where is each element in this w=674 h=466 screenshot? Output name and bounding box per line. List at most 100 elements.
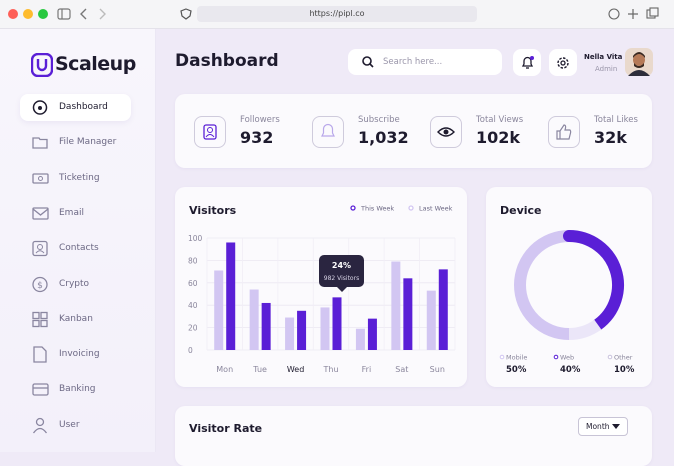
- menu-label: Contacts: [59, 243, 99, 254]
- legend-marker: [350, 205, 356, 211]
- bar: [403, 278, 413, 350]
- period-dropdown[interactable]: Month: [578, 417, 628, 436]
- tooltip-text: 982 Visitors: [324, 275, 359, 282]
- menu-icon: [32, 100, 48, 115]
- stat-label: Total Views: [476, 115, 524, 125]
- value-label: 40%: [560, 365, 581, 375]
- menu-icon: [33, 346, 47, 363]
- menu-item[interactable]: Ticketing: [20, 165, 131, 192]
- url: https://pipl.co: [309, 9, 365, 18]
- menu-label: Email: [59, 207, 84, 218]
- x-tick-label: Tue: [252, 365, 267, 374]
- avatar[interactable]: [625, 48, 653, 76]
- bar: [214, 270, 224, 350]
- x-tick-label: Fri: [362, 365, 372, 374]
- y-tick-label: 100: [188, 234, 203, 243]
- y-tick-label: 80: [188, 256, 198, 265]
- menu-label: File Manager: [59, 137, 117, 148]
- brand-name: Scaleup: [55, 53, 136, 75]
- bar: [391, 261, 401, 350]
- menu-item[interactable]: Dashboard: [20, 94, 131, 121]
- donut-segment: [563, 230, 624, 331]
- menu-icon: [32, 383, 49, 397]
- bar: [355, 328, 365, 350]
- stat-icon: [194, 116, 226, 148]
- stat-label: Total Likes: [594, 115, 638, 125]
- menu-icon: $: [32, 276, 48, 292]
- stat-label: Subscribe: [358, 115, 400, 125]
- stat-value: 1,032: [358, 128, 409, 147]
- dropdown-arrow: [612, 424, 620, 429]
- gear-icon: [557, 57, 569, 69]
- bar: [261, 302, 271, 350]
- min-dot[interactable]: [23, 9, 33, 19]
- shield-icon: [180, 8, 192, 20]
- chart-title: Visitors: [189, 204, 237, 217]
- y-tick-label: 40: [188, 301, 198, 310]
- search-icon: [362, 56, 374, 68]
- x-tick-label: Wed: [287, 365, 304, 374]
- bar: [438, 269, 448, 350]
- menu-item[interactable]: Banking: [20, 376, 131, 403]
- y-tick-label: 0: [188, 346, 193, 355]
- menu-item[interactable]: File Manager: [20, 129, 131, 156]
- chart-title: Device: [500, 204, 542, 217]
- settings-button[interactable]: [549, 49, 577, 76]
- x-tick-label: Sun: [430, 365, 445, 374]
- stat-value: 32k: [594, 128, 627, 147]
- visitor-rate-title: Visitor Rate: [189, 422, 263, 435]
- menu-label: User: [59, 419, 80, 430]
- legend-marker: [408, 205, 414, 211]
- legend-label: Web: [560, 354, 574, 362]
- stat-value: 102k: [476, 128, 521, 147]
- menu-label: Dashboard: [59, 102, 108, 112]
- legend-label: Mobile: [506, 354, 527, 362]
- legend-label: Other: [614, 354, 633, 362]
- bar: [320, 307, 330, 350]
- menu-item[interactable]: Kanban: [20, 306, 131, 333]
- x-tick-label: Mon: [216, 365, 233, 374]
- search-placeholder: Search here...: [383, 57, 443, 67]
- legend-label: Last Week: [419, 205, 453, 213]
- url-bar[interactable]: https://pipl.co: [197, 6, 477, 22]
- notification-button[interactable]: [513, 49, 541, 76]
- menu-icon: [32, 137, 48, 149]
- stat-label: Followers: [240, 115, 280, 125]
- legend-marker: [553, 354, 559, 360]
- menu-icon: [32, 241, 48, 257]
- donut-segment: [514, 230, 570, 340]
- x-tick-label: Thu: [322, 365, 338, 374]
- menu-item[interactable]: Invoicing: [20, 341, 131, 368]
- x-tick-label: Sat: [395, 365, 408, 374]
- tooltip-pointer: [337, 287, 347, 292]
- y-tick-label: 20: [188, 324, 198, 333]
- search-box[interactable]: Search here...: [348, 49, 502, 75]
- menu-item[interactable]: Contacts: [20, 235, 131, 262]
- menu-item[interactable]: User: [20, 412, 131, 439]
- stat-icon: [430, 116, 462, 148]
- max-dot[interactable]: [38, 9, 48, 19]
- legend-marker: [499, 354, 505, 360]
- page-title: Dashboard: [175, 51, 279, 71]
- menu-icon: [32, 311, 48, 327]
- bar: [332, 297, 342, 350]
- value-label: 50%: [506, 365, 527, 375]
- nav-icons: [57, 8, 106, 20]
- stat-glyph: [321, 123, 335, 137]
- stats-card: Followers 932 Subscribe 1,032 Total Views 102…: [175, 94, 652, 168]
- menu-label: Kanban: [59, 313, 93, 324]
- stat-glyph: [203, 124, 217, 140]
- stat-glyph: [437, 127, 455, 137]
- menu-item[interactable]: $ Crypto: [20, 271, 131, 298]
- menu-item[interactable]: Email: [20, 200, 131, 227]
- bell-icon: [521, 56, 534, 69]
- bar: [297, 310, 307, 350]
- user-role: Admin: [595, 65, 618, 73]
- menu-label: Crypto: [59, 278, 90, 289]
- browser-actions: [608, 7, 659, 20]
- menu-icon: [32, 172, 49, 184]
- close-dot[interactable]: [8, 9, 18, 19]
- brand-logo: [31, 53, 53, 77]
- svg-text:$: $: [37, 281, 43, 291]
